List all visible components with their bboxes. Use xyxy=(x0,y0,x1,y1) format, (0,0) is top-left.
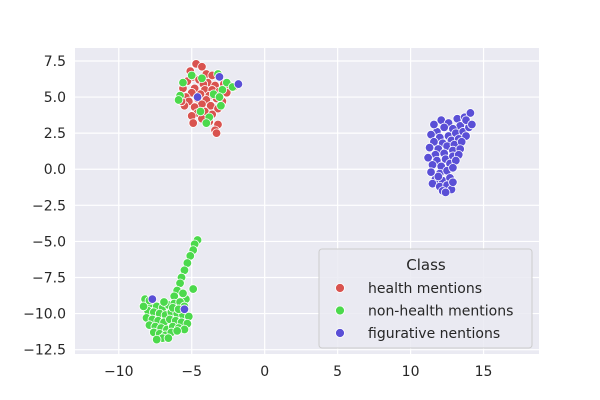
y-tick-label: 0.0 xyxy=(44,162,66,178)
legend-marker xyxy=(335,283,345,293)
legend-marker xyxy=(335,305,345,316)
series-1 xyxy=(138,69,238,345)
x-tick-label: 15 xyxy=(475,364,493,380)
tick-labels: −10 −5 0 5 10 15 7.5 5.0 2.5 0.0 −2.5 −5.0 −7.5 −10.0… xyxy=(23,54,492,380)
legend: Class health mentions non-health mentions… xyxy=(318,248,533,349)
data-point xyxy=(188,118,198,128)
data-point xyxy=(448,163,458,173)
data-point xyxy=(211,128,222,138)
y-tick-label: −7.5 xyxy=(32,271,66,287)
data-point xyxy=(163,333,174,343)
y-tick-label: −10.0 xyxy=(23,307,66,323)
data-point xyxy=(465,108,476,118)
x-tick-label: 10 xyxy=(402,364,420,380)
data-point xyxy=(433,171,444,182)
data-points xyxy=(138,59,477,345)
data-point xyxy=(214,72,225,82)
x-tick-label: 0 xyxy=(260,364,269,380)
y-tick-label: −5.0 xyxy=(32,234,66,250)
y-tick-label: −2.5 xyxy=(32,198,66,214)
grid-lines xyxy=(75,48,539,354)
data-point xyxy=(233,79,244,89)
legend-label: figurative nentions xyxy=(368,326,500,342)
data-point xyxy=(197,62,207,72)
data-point xyxy=(192,92,203,102)
data-point xyxy=(197,73,207,84)
y-tick-label: 7.5 xyxy=(44,54,66,70)
data-point xyxy=(201,118,212,128)
data-point xyxy=(159,297,169,307)
data-point xyxy=(173,95,184,105)
data-point xyxy=(429,119,439,130)
data-point xyxy=(195,106,206,117)
data-point xyxy=(179,304,190,314)
y-tick-label: −12.5 xyxy=(23,343,66,359)
legend-label: health mentions xyxy=(368,281,482,297)
y-tick-label: 5.0 xyxy=(44,90,66,106)
data-point xyxy=(172,326,182,336)
data-point xyxy=(424,142,435,153)
data-point xyxy=(467,119,477,130)
x-tick-label: 5 xyxy=(333,364,342,380)
data-point xyxy=(178,77,188,88)
data-point xyxy=(216,101,226,111)
data-point xyxy=(423,152,433,163)
y-tick-label: 2.5 xyxy=(44,126,66,142)
legend-label: non-health mentions xyxy=(368,304,513,320)
data-point xyxy=(440,187,451,198)
legend-title: Class xyxy=(406,256,446,274)
data-point xyxy=(152,334,162,345)
data-point xyxy=(178,288,188,299)
legend-box xyxy=(318,248,533,349)
data-point xyxy=(187,70,197,81)
legend-marker xyxy=(335,328,345,338)
data-point xyxy=(138,301,149,312)
data-point xyxy=(147,294,158,304)
x-tick-label: −5 xyxy=(181,364,202,380)
data-point xyxy=(439,122,449,133)
data-point xyxy=(448,177,458,187)
data-point xyxy=(188,284,198,294)
series-2 xyxy=(147,72,477,314)
x-tick-label: −10 xyxy=(104,364,134,380)
data-point xyxy=(214,92,225,102)
